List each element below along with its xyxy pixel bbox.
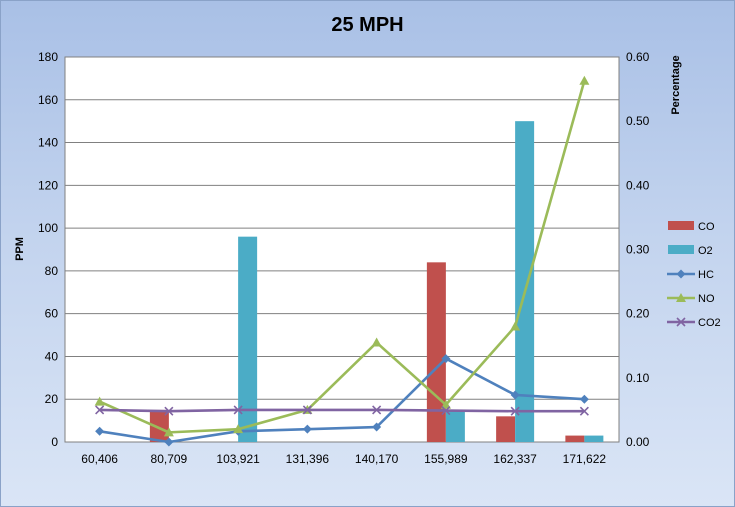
y2-tick-label: 0.20 — [626, 307, 650, 321]
legend-label: NO — [698, 293, 715, 305]
y2-tick-label: 0.40 — [626, 178, 650, 192]
point-hc — [164, 437, 174, 447]
bar-o2 — [515, 121, 535, 443]
legend-label: HC — [698, 269, 714, 281]
y2-axis-title: Percentage — [670, 55, 682, 114]
x-tick-label: 103,921 — [216, 452, 260, 466]
y-tick-label: 80 — [45, 264, 59, 278]
y2-tick-label: 0.50 — [626, 114, 650, 128]
point-no — [233, 424, 244, 434]
bar-o2 — [445, 409, 465, 442]
x-tick-label: 60,406 — [81, 452, 118, 466]
legend-label: CO — [698, 221, 715, 233]
x-tick-label: 171,622 — [563, 452, 607, 466]
x-tick-label: 155,989 — [424, 452, 468, 466]
point-no — [440, 399, 451, 409]
legend-label: O2 — [698, 245, 713, 257]
y2-tick-label: 0.30 — [626, 243, 650, 257]
point-hc — [579, 394, 589, 404]
point-no — [163, 427, 174, 437]
y-tick-label: 100 — [38, 221, 58, 235]
legend-label: CO2 — [698, 317, 721, 329]
y-tick-label: 180 — [38, 50, 58, 64]
y-tick-label: 160 — [38, 93, 58, 107]
y2-tick-label: 0.60 — [626, 50, 650, 64]
y-tick-label: 140 — [38, 136, 58, 150]
y-tick-label: 120 — [38, 178, 58, 192]
bar-co — [496, 416, 516, 442]
point-hc — [441, 354, 451, 364]
point-no — [94, 396, 105, 406]
point-co2 — [441, 405, 451, 416]
bar-o2 — [238, 236, 258, 442]
point-co2 — [510, 406, 520, 416]
point-co2 — [164, 406, 174, 416]
point-co2 — [372, 405, 382, 415]
line-no — [99, 80, 586, 434]
y-tick-label: 60 — [45, 307, 59, 321]
legend-swatch-o2 — [668, 245, 694, 254]
point-hc — [372, 422, 382, 432]
y-axis-title: PPM — [14, 237, 26, 261]
legend-swatch-co — [668, 221, 694, 230]
line-hc — [99, 357, 585, 444]
legend-marker-co2 — [676, 317, 686, 327]
chart-title: 25 MPH — [331, 14, 404, 36]
legend-marker-no — [676, 293, 686, 302]
line-co2 — [99, 408, 585, 413]
point-no — [371, 337, 382, 347]
point-no — [510, 321, 521, 331]
point-co2 — [302, 405, 312, 415]
point-hc — [510, 390, 520, 400]
y-tick-label: 0 — [51, 435, 58, 449]
point-co2 — [233, 405, 243, 415]
bar-o2 — [584, 435, 604, 442]
point-no — [579, 75, 590, 85]
x-tick-label: 80,709 — [151, 452, 188, 466]
point-co2 — [579, 406, 589, 416]
x-tick-label: 131,396 — [286, 452, 330, 466]
y2-tick-label: 0.10 — [626, 371, 650, 385]
point-hc — [302, 424, 312, 434]
point-co2 — [95, 405, 105, 415]
y-tick-label: 40 — [45, 349, 59, 363]
point-hc — [95, 426, 105, 436]
x-tick-label: 162,337 — [493, 452, 537, 466]
bar-co — [565, 435, 585, 442]
legend-marker-hc — [676, 269, 686, 279]
bar-co — [426, 262, 446, 442]
x-tick-label: 140,170 — [355, 452, 399, 466]
y-tick-label: 20 — [45, 392, 59, 406]
y2-tick-label: 0.00 — [626, 435, 650, 449]
bar-co — [149, 409, 169, 442]
